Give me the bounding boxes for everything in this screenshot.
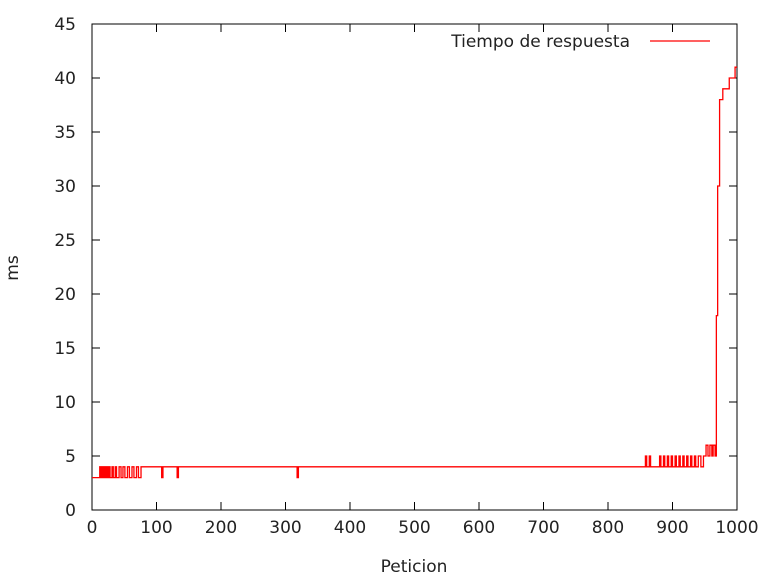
y-tick-label-35: 35 — [54, 123, 76, 143]
y-tick-label-30: 30 — [54, 177, 76, 197]
series-line-tiempo-de-respuesta — [92, 66, 737, 479]
legend-label: Tiempo de respuesta — [450, 32, 630, 52]
legend: Tiempo de respuesta — [450, 32, 710, 52]
x-tick-label-800: 800 — [592, 518, 624, 538]
x-tick-label-500: 500 — [398, 518, 430, 538]
x-axis-label: Peticion — [381, 557, 448, 577]
y-tick-label-20: 20 — [54, 285, 76, 305]
x-tick-label-900: 900 — [656, 518, 688, 538]
tick-labels: 0 100 200 300 400 500 600 700 800 900 1000 0 5 10 15 20… — [54, 15, 758, 538]
x-tick-label-700: 700 — [527, 518, 559, 538]
x-tick-label-0: 0 — [87, 518, 98, 538]
plot-frame — [91, 23, 738, 511]
y-tick-label-45: 45 — [54, 15, 76, 35]
x-tick-label-300: 300 — [269, 518, 301, 538]
axis-ticks — [91, 23, 738, 511]
y-axis-label: ms — [3, 255, 23, 281]
y-tick-label-40: 40 — [54, 69, 76, 89]
y-tick-label-0: 0 — [65, 501, 76, 521]
y-tick-label-10: 10 — [54, 393, 76, 413]
x-tick-label-400: 400 — [334, 518, 366, 538]
y-tick-label-5: 5 — [65, 447, 76, 467]
y-tick-label-25: 25 — [54, 231, 76, 251]
x-tick-label-600: 600 — [463, 518, 495, 538]
x-tick-label-200: 200 — [205, 518, 237, 538]
y-tick-label-15: 15 — [54, 339, 76, 359]
x-tick-label-100: 100 — [140, 518, 172, 538]
x-tick-label-1000: 1000 — [715, 518, 758, 538]
